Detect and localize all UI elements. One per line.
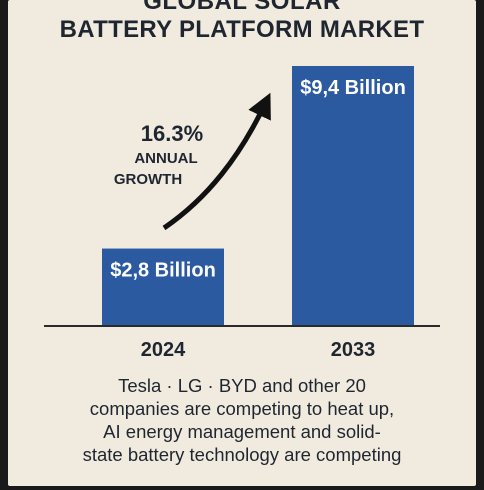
caption-line-4: state battery technology are competing xyxy=(82,444,402,465)
growth-label-line2: GROWTH xyxy=(114,171,182,188)
bar-value-label-2024: $2,8 Billion xyxy=(110,260,216,282)
caption-line-3: AI energy management and solid- xyxy=(103,421,381,442)
bar-2033 xyxy=(292,66,414,326)
bar-value-label-2033: $9,4 Billion xyxy=(300,77,406,99)
x-tick-2033: 2033 xyxy=(331,339,376,361)
chart-title: BATTERY PLATFORM MARKET xyxy=(59,16,425,43)
growth-percent: 16.3% xyxy=(141,121,203,146)
caption: Tesla · LG · BYD and other 20 companies … xyxy=(8,374,476,466)
chart-title-line1: GLOBAL SOLAR xyxy=(143,0,341,15)
caption-line-1: Tesla · LG · BYD and other 20 xyxy=(118,375,366,396)
growth-label-line1: ANNUAL xyxy=(134,150,197,167)
infographic-frame: GLOBAL SOLAR BATTERY PLATFORM MARKET 16.… xyxy=(8,0,476,486)
bar-chart: 16.3% ANNUAL GROWTH $2,8 Billion 2024 $9,4… xyxy=(44,66,440,361)
caption-line-2: companies are competing to heat up, xyxy=(89,398,395,419)
x-tick-2024: 2024 xyxy=(141,339,186,361)
growth-arrow-icon xyxy=(162,92,271,231)
bar-2024 xyxy=(102,248,224,326)
